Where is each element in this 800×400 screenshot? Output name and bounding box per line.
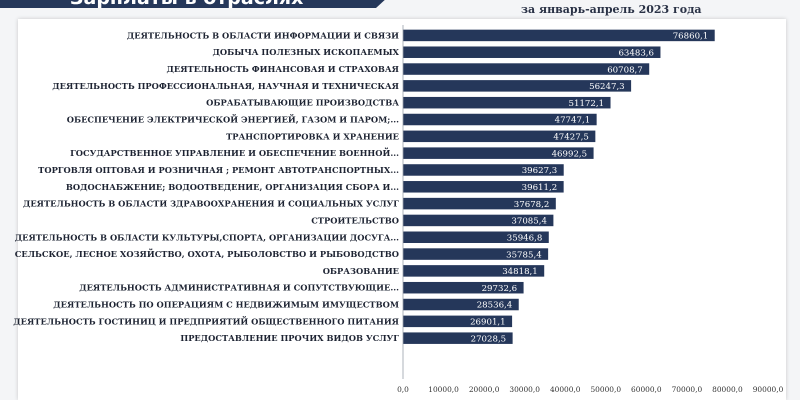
value-label-16: 29732,6 [482, 284, 518, 294]
category-label-11: ДЕЯТЕЛЬНОСТЬ В ОБЛАСТИ ЗДРАВООХРАНЕНИЯ И… [23, 199, 399, 209]
bar-5 [403, 96, 611, 109]
category-label-9: ТОРГОВЛЯ ОПТОВАЯ И РОЗНИЧНАЯ ; РЕМОНТ АВ… [38, 165, 399, 175]
value-label-9: 39627,3 [522, 166, 558, 176]
value-label-14: 35785,4 [506, 250, 542, 260]
period-subtitle: за январь-апрель 2023 года [521, 3, 702, 16]
x-tick-label-6: 60000,0 [631, 385, 662, 394]
bar-2 [403, 46, 661, 58]
x-tick-label-8: 80000,0 [712, 385, 743, 394]
category-label-18: ДЕЯТЕЛЬНОСТЬ ГОСТИНИЦ И ПРЕДПРИЯТИЙ ОБЩЕ… [13, 314, 399, 326]
value-label-11: 37678,2 [514, 200, 550, 210]
category-label-15: ОБРАЗОВАНИЕ [323, 266, 399, 276]
bar-3 [403, 63, 650, 75]
x-tick-label-7: 70000,0 [672, 385, 703, 394]
category-label-7: ТРАНСПОРТИРОВКА И ХРАНЕНИЕ [226, 131, 399, 141]
bar-17 [403, 298, 519, 311]
category-label-10: ВОДОСНАБЖЕНИЕ; ВОДООТВЕДЕНИЕ, ОРГАНИЗАЦИ… [66, 182, 399, 193]
x-tick-label-0: 0,0 [397, 385, 409, 394]
chart-card [18, 19, 786, 400]
bar-11 [403, 197, 556, 210]
value-label-4: 56247,3 [589, 82, 625, 92]
category-label-2: ДОБЫЧА ПОЛЕЗНЫХ ИСКОПАЕМЫХ [213, 47, 400, 57]
value-label-12: 37085,4 [511, 217, 547, 227]
value-label-2: 63483,6 [618, 48, 654, 58]
bar-19 [403, 332, 513, 344]
category-label-1: ДЕЯТЕЛЬНОСТЬ В ОБЛАСТИ ИНФОРМАЦИИ И СВЯЗ… [127, 30, 399, 40]
value-label-17: 28536,4 [477, 301, 513, 311]
x-tick-label-9: 90000,0 [753, 385, 784, 394]
title-banner [0, 0, 400, 8]
x-tick-label-3: 30000,0 [509, 385, 540, 394]
bar-8 [403, 147, 594, 159]
category-label-19: ПРЕДОСТАВЛЕНИЕ ПРОЧИХ ВИДОВ УСЛУГ [180, 333, 399, 343]
x-tick-label-5: 50000,0 [590, 385, 621, 394]
value-label-5: 51172,1 [569, 99, 605, 109]
bar-13 [403, 231, 549, 243]
bar-18 [403, 315, 513, 328]
value-label-6: 47747,1 [555, 116, 591, 126]
x-tick-label-2: 20000,0 [469, 385, 500, 394]
bar-1 [403, 29, 715, 42]
bar-10 [403, 181, 564, 193]
x-tick-label-1: 10000,0 [428, 385, 459, 394]
bar-9 [403, 164, 564, 176]
value-label-13: 35946,8 [507, 233, 543, 243]
category-label-6: ОБЕСПЕЧЕНИЕ ЭЛЕКТРИЧЕСКОЙ ЭНЕРГИЕЙ, ГАЗО… [67, 113, 399, 126]
category-label-14: СЕЛЬСКОЕ, ЛЕСНОЕ ХОЗЯЙСТВО, ОХОТА, РЫБОЛ… [15, 247, 399, 260]
bar-6 [403, 113, 597, 126]
value-label-1: 76860,1 [673, 32, 709, 42]
bar-14 [403, 248, 549, 260]
x-tick-label-4: 40000,0 [550, 385, 581, 394]
category-label-3: ДЕЯТЕЛЬНОСТЬ ФИНАНСОВАЯ И СТРАХОВАЯ [167, 64, 399, 74]
bar-16 [403, 281, 524, 294]
value-label-3: 60708,7 [607, 65, 643, 75]
value-label-18: 26901,1 [470, 318, 506, 328]
category-label-12: СТРОИТЕЛЬСТВО [311, 215, 399, 225]
category-label-16: ДЕЯТЕЛЬНОСТЬ АДМИНИСТРАТИВНАЯ И СОПУТСТВ… [79, 283, 399, 293]
value-label-19: 27028,5 [471, 334, 507, 344]
category-label-5: ОБРАБАТЫВАЮЩИЕ ПРОИЗВОДСТВА [206, 98, 399, 108]
category-label-4: ДЕЯТЕЛЬНОСТЬ ПРОФЕССИОНАЛЬНАЯ, НАУЧНАЯ И… [52, 81, 399, 92]
bar-12 [403, 214, 554, 227]
category-label-13: ДЕЯТЕЛЬНОСТЬ В ОБЛАСТИ КУЛЬТУРЫ,СПОРТА, … [15, 232, 399, 243]
value-label-10: 39611,2 [522, 183, 558, 193]
value-label-15: 34818,1 [502, 267, 538, 277]
category-label-8: ГОСУДАРСТВЕННОЕ УПРАВЛЕНИЕ И ОБЕСПЕЧЕНИЕ… [70, 146, 399, 158]
value-label-8: 46992,5 [552, 149, 588, 159]
bar-7 [403, 130, 596, 143]
page-title: Зарплаты в отраслях [70, 0, 303, 9]
bar-15 [403, 265, 545, 277]
value-label-7: 47427,5 [553, 133, 589, 143]
bar-4 [403, 80, 632, 92]
category-label-17: ДЕЯТЕЛЬНОСТЬ ПО ОПЕРАЦИЯМ С НЕДВИЖИМЫМ И… [53, 300, 399, 310]
